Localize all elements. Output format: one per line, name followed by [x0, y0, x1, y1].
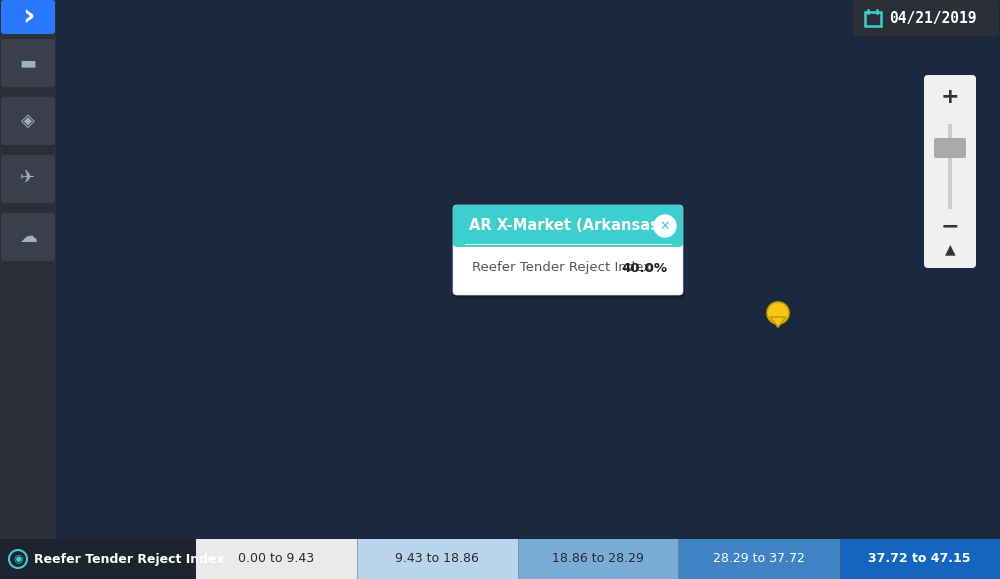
Text: −: − — [941, 216, 959, 236]
Text: ✕: ✕ — [660, 219, 670, 233]
FancyBboxPatch shape — [934, 138, 966, 158]
FancyBboxPatch shape — [1, 0, 55, 34]
Text: ✈: ✈ — [20, 170, 36, 188]
Text: 18.86 to 28.29: 18.86 to 28.29 — [552, 552, 644, 566]
FancyBboxPatch shape — [924, 75, 976, 268]
Text: ▲: ▲ — [945, 242, 955, 256]
Bar — [518, 539, 678, 579]
Circle shape — [767, 302, 789, 324]
Text: 40.0%: 40.0% — [621, 262, 667, 274]
Bar — [0, 539, 196, 579]
FancyBboxPatch shape — [1, 97, 55, 145]
Bar — [0, 539, 1000, 579]
Text: Reefer Tender Reject Index: Reefer Tender Reject Index — [472, 262, 651, 274]
Bar — [0, 0, 56, 579]
Text: Reefer Tender Reject Index: Reefer Tender Reject Index — [34, 552, 225, 566]
FancyBboxPatch shape — [1, 155, 55, 203]
FancyBboxPatch shape — [453, 205, 683, 295]
Text: AR X-Market (Arkansas): AR X-Market (Arkansas) — [469, 218, 666, 233]
Bar — [839, 539, 1000, 579]
Bar — [196, 539, 357, 579]
Text: 37.72 to 47.15: 37.72 to 47.15 — [868, 552, 971, 566]
FancyBboxPatch shape — [455, 209, 685, 299]
Bar — [357, 539, 518, 579]
Text: 04/21/2019: 04/21/2019 — [889, 10, 976, 25]
FancyBboxPatch shape — [453, 205, 683, 247]
FancyBboxPatch shape — [853, 0, 999, 36]
Text: ◉: ◉ — [13, 554, 23, 564]
Text: ▬: ▬ — [20, 54, 36, 72]
Text: 9.43 to 18.86: 9.43 to 18.86 — [395, 552, 479, 566]
FancyBboxPatch shape — [1, 39, 55, 87]
Bar — [678, 539, 839, 579]
Text: 28.29 to 37.72: 28.29 to 37.72 — [713, 552, 805, 566]
Text: ›: › — [22, 2, 34, 31]
PathPatch shape — [770, 317, 786, 327]
FancyBboxPatch shape — [1, 213, 55, 261]
Text: 0.00 to 9.43: 0.00 to 9.43 — [238, 552, 314, 566]
Text: ◈: ◈ — [21, 112, 35, 130]
Circle shape — [654, 215, 676, 237]
Bar — [948, 124, 952, 209]
Text: +: + — [941, 87, 959, 107]
Text: ☁: ☁ — [19, 228, 37, 246]
